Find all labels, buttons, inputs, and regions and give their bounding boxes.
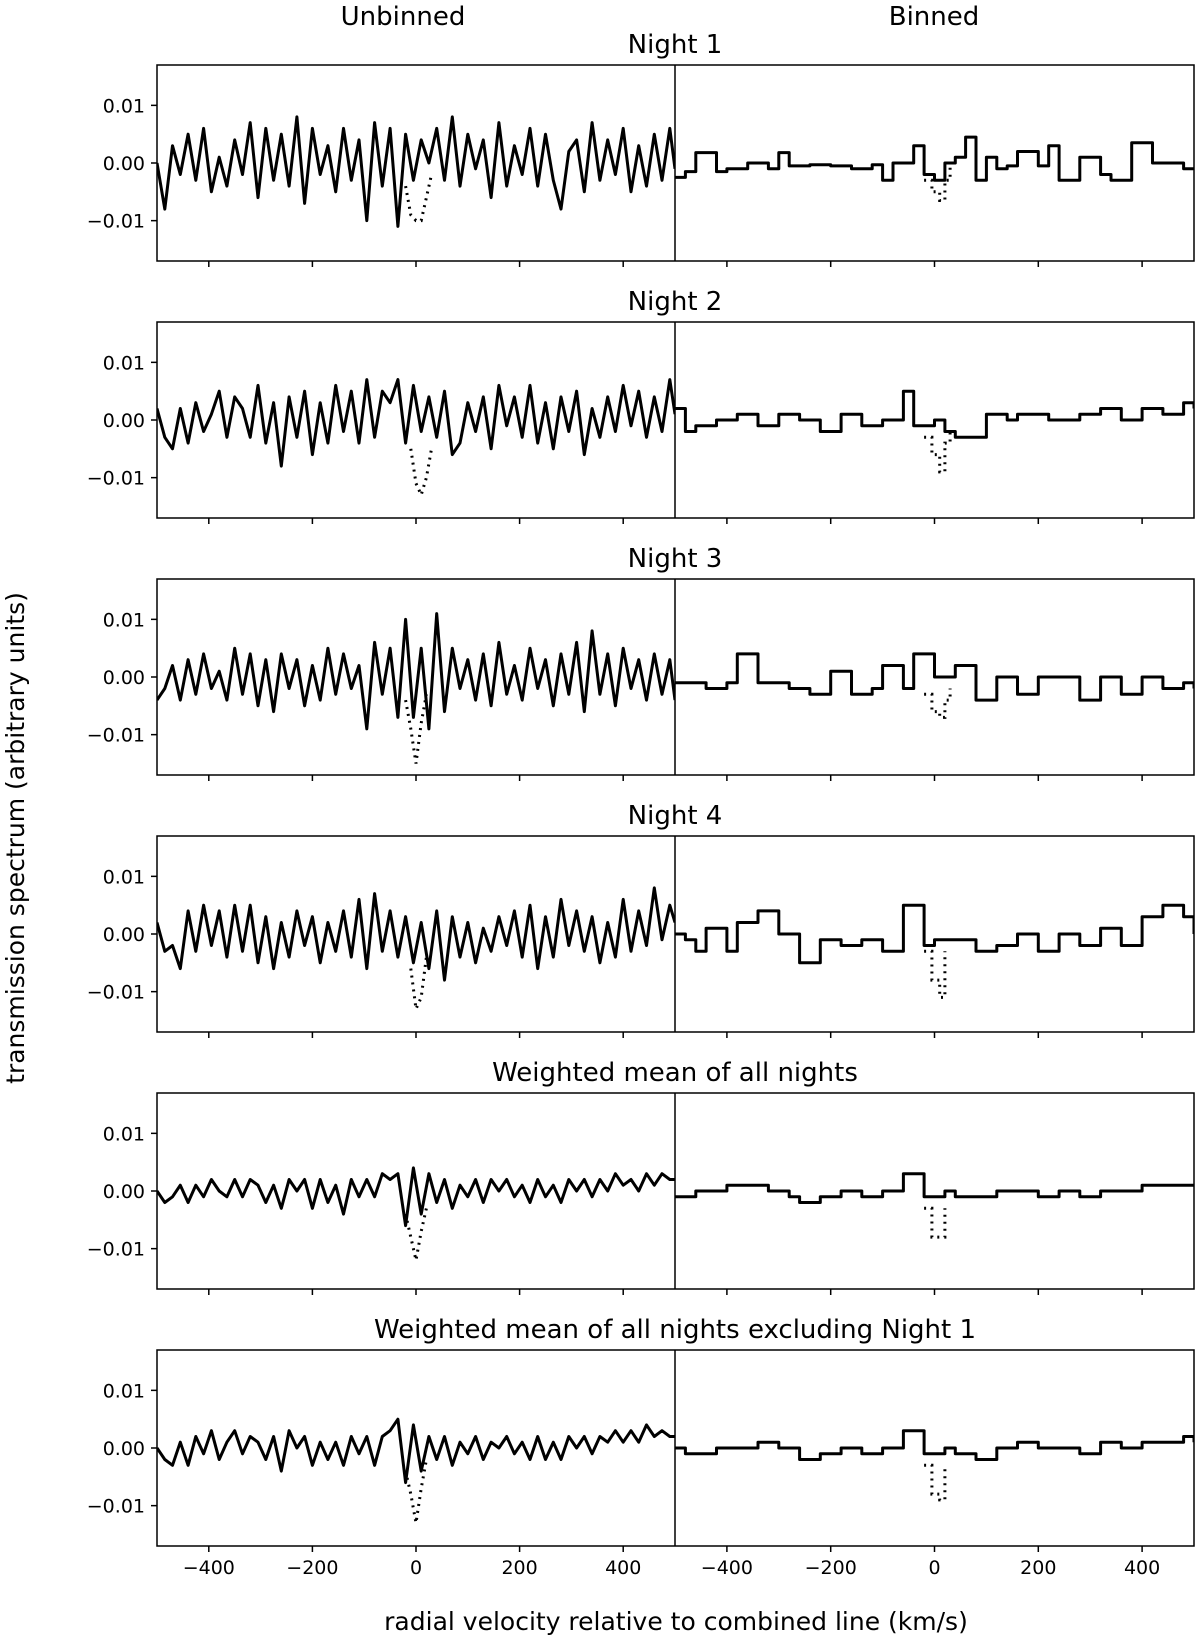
y-tick-label: −0.01 <box>87 468 145 490</box>
y-tick-label: 0.01 <box>103 352 145 374</box>
unbinned-model-line-dotted <box>404 1207 428 1261</box>
x-axis-label: radial velocity relative to combined lin… <box>384 1607 968 1636</box>
binned-model-line-dotted <box>924 431 952 474</box>
x-tick-label: 200 <box>501 1557 537 1579</box>
panel-grid: Night 1 0.01 0.00 −0.01 Night 2 0.01 0.00 −0.01… <box>87 30 1195 1579</box>
panel-title: Weighted mean of all nights <box>492 1058 858 1088</box>
y-tick-label: −0.01 <box>87 1239 145 1261</box>
unbinned-series-line <box>157 115 675 228</box>
unbinned-series-line <box>157 378 675 468</box>
panel-title: Night 4 <box>628 801 723 831</box>
y-tick-label: 0.01 <box>103 609 145 631</box>
x-tick-label: −400 <box>183 1557 235 1579</box>
x-tick-label: 400 <box>1124 1557 1160 1579</box>
y-tick-label: 0.01 <box>103 866 145 888</box>
x-tick-label: 0 <box>928 1557 940 1579</box>
unbinned-model-line-dotted <box>404 1459 428 1524</box>
y-tick-label: 0.00 <box>103 924 145 946</box>
x-tick-label: −200 <box>805 1557 857 1579</box>
binned-series-line <box>675 135 1194 182</box>
binned-series-line <box>675 652 1194 702</box>
unbinned-series-line <box>157 1166 675 1228</box>
y-tick-label: 0.01 <box>103 1123 145 1145</box>
panel-title: Night 1 <box>628 30 723 60</box>
binned-series-line <box>675 389 1194 439</box>
x-tick-label: −400 <box>701 1557 753 1579</box>
y-tick-label: 0.00 <box>103 410 145 432</box>
binned-model-line-dotted <box>924 1206 947 1239</box>
binned-model-line-dotted <box>924 163 952 202</box>
panel-title: Night 3 <box>628 544 723 574</box>
binned-model-line-dotted <box>924 688 952 719</box>
y-tick-label: −0.01 <box>87 725 145 747</box>
binned-series-line <box>675 1172 1194 1204</box>
y-tick-label: 0.01 <box>103 1380 145 1402</box>
y-tick-label: −0.01 <box>87 211 145 233</box>
binned-series-line <box>675 903 1194 965</box>
panel-row-4: Night 4 0.01 0.00 −0.01 <box>87 801 1195 1038</box>
x-tick-label: −200 <box>286 1557 338 1579</box>
unbinned-series-line <box>157 886 675 982</box>
panel-row-6: Weighted mean of all nights excluding Ni… <box>87 1315 1195 1579</box>
binned-model-line-dotted <box>924 1463 947 1502</box>
y-axis-label: transmission spectrum (arbitrary units) <box>1 592 30 1084</box>
unbinned-model-line-dotted <box>404 694 428 764</box>
panel-row-1: Night 1 0.01 0.00 −0.01 <box>87 30 1195 267</box>
y-tick-label: −0.01 <box>87 982 145 1004</box>
x-tick-label: 200 <box>1020 1557 1056 1579</box>
y-tick-label: 0.01 <box>103 95 145 117</box>
panel-title: Night 2 <box>628 287 723 317</box>
column-title-binned: Binned <box>889 2 980 32</box>
y-tick-label: 0.00 <box>103 1438 145 1460</box>
column-title-unbinned: Unbinned <box>341 2 466 32</box>
unbinned-series-line <box>157 612 675 731</box>
y-tick-label: −0.01 <box>87 1496 145 1518</box>
unbinned-series-line <box>157 1417 675 1485</box>
y-tick-label: 0.00 <box>103 153 145 175</box>
binned-model-line-dotted <box>924 949 947 999</box>
x-tick-label: 400 <box>605 1557 641 1579</box>
panel-row-3: Night 3 0.01 0.00 −0.01 <box>87 544 1195 781</box>
y-tick-label: 0.00 <box>103 667 145 689</box>
panel-row-5: Weighted mean of all nights 0.01 0.00 −0.01 <box>87 1058 1195 1295</box>
x-tick-label: 0 <box>410 1557 422 1579</box>
panel-title: Weighted mean of all nights excluding Ni… <box>374 1315 976 1345</box>
panel-row-2: Night 2 0.01 0.00 −0.01 <box>87 287 1195 524</box>
binned-series-line <box>675 1429 1194 1461</box>
y-tick-label: 0.00 <box>103 1181 145 1203</box>
